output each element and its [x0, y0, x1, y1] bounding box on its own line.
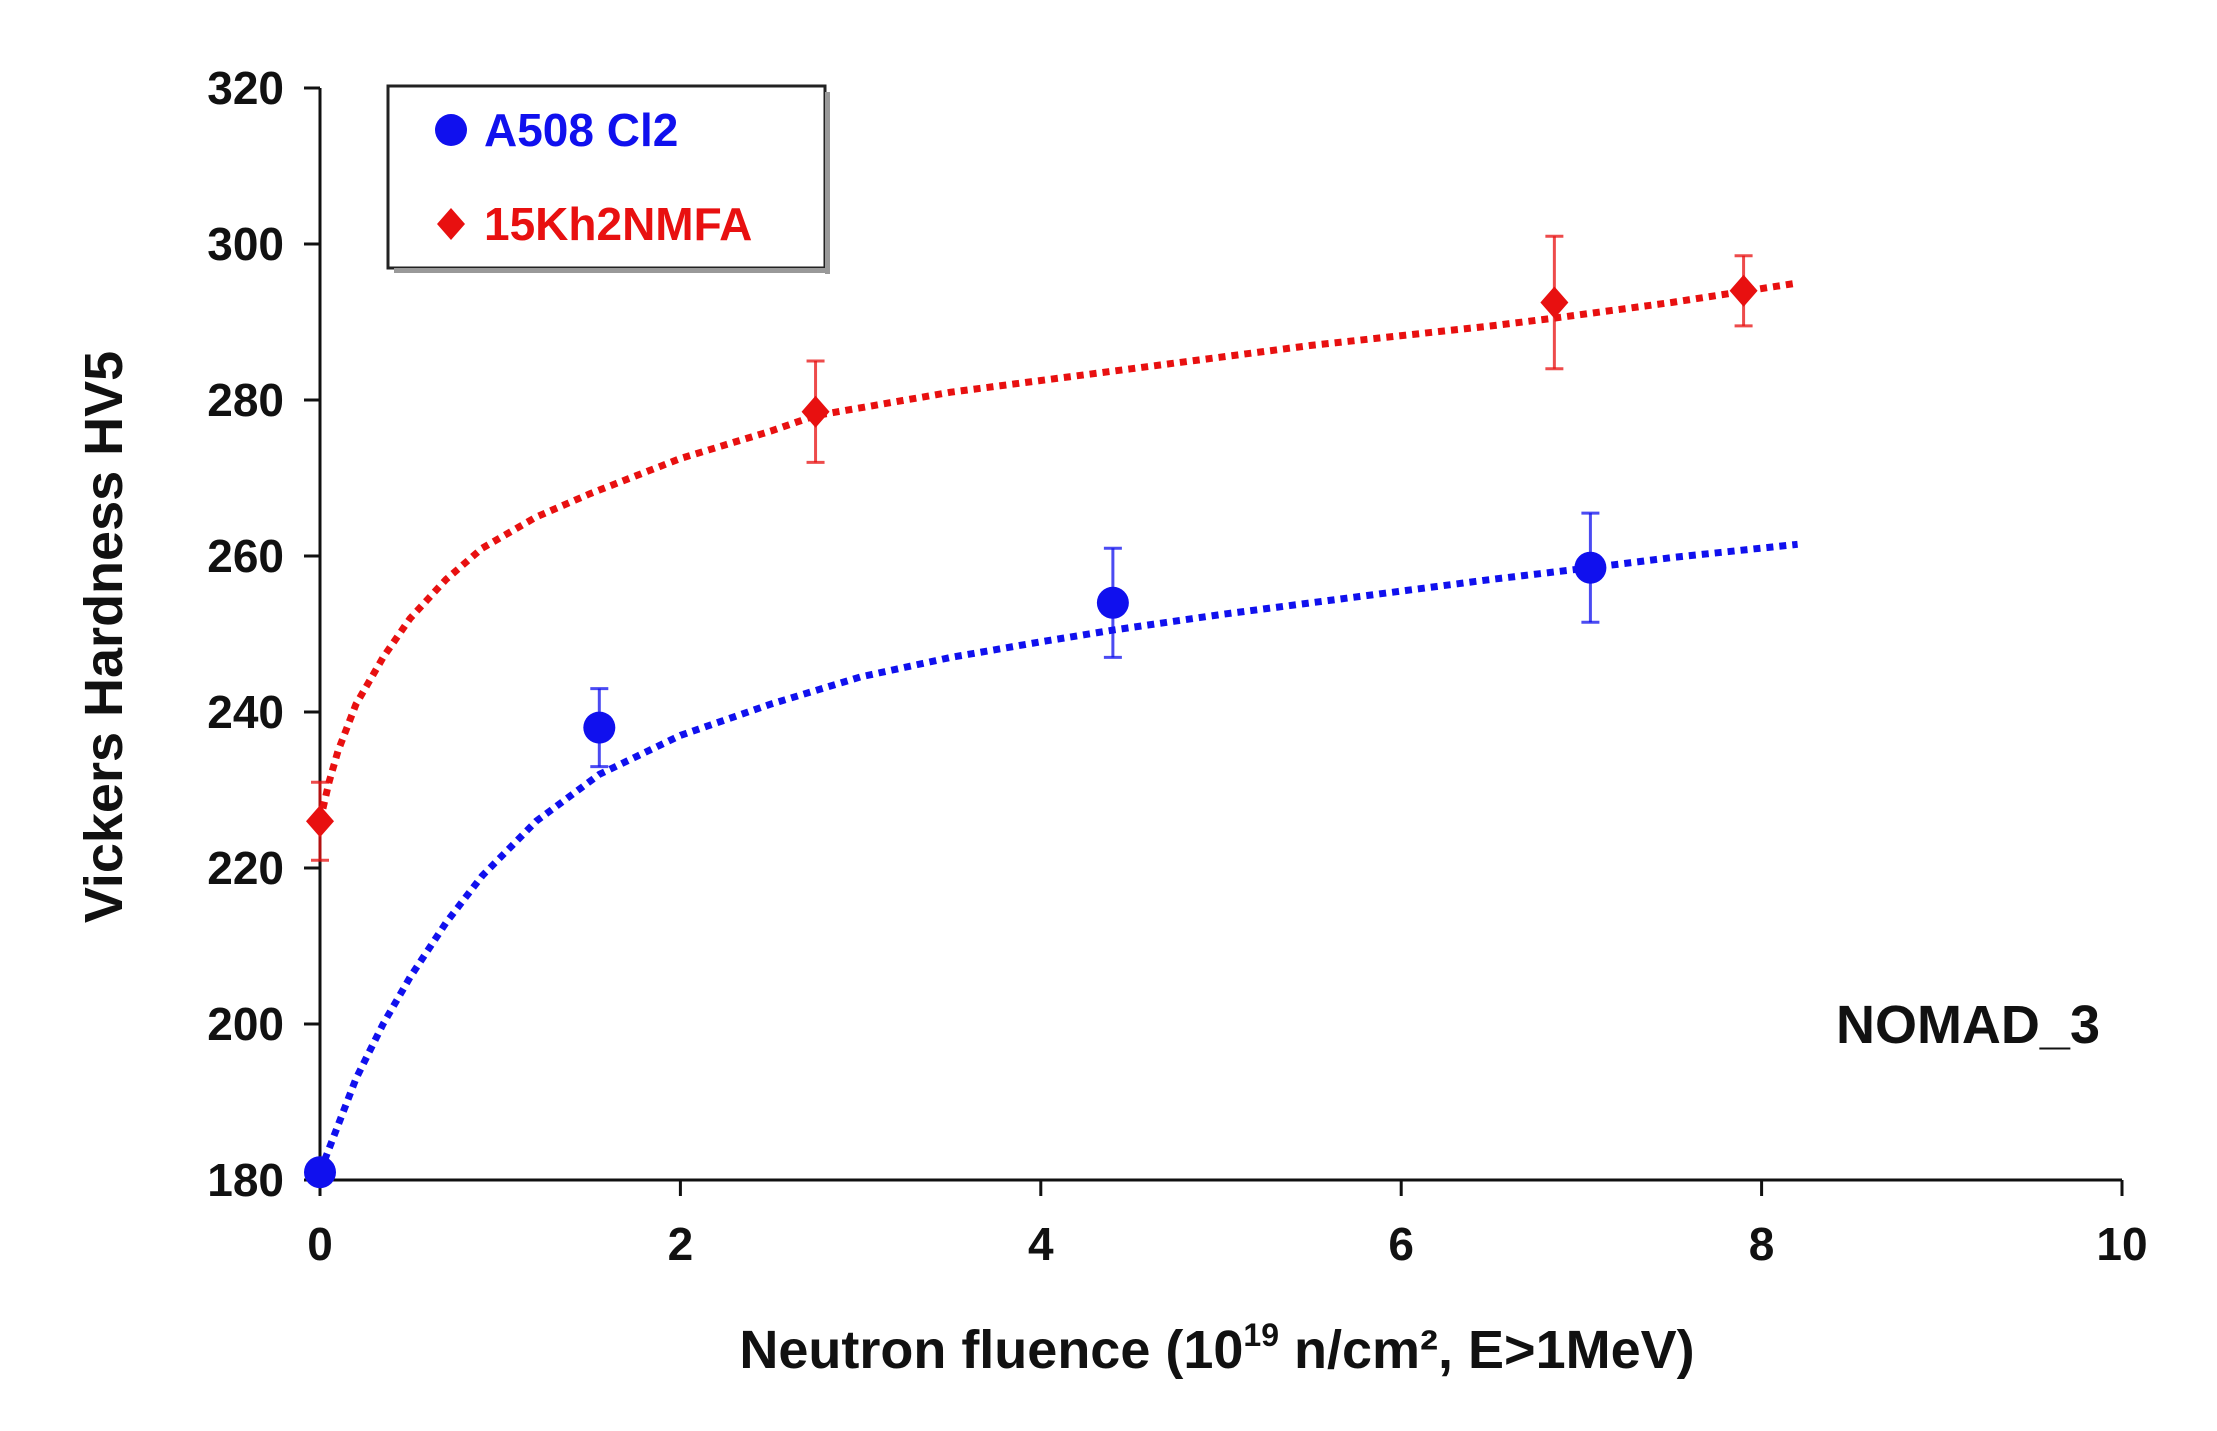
series-layer [304, 234, 1799, 1189]
data-point [1574, 551, 1607, 584]
x-ticks: 0 2 4 6 8 10 [307, 1180, 2148, 1270]
y-tick-label: 200 [207, 998, 284, 1050]
y-tick-label: 240 [207, 686, 284, 738]
data-point [583, 711, 616, 744]
y-tick-label: 300 [207, 218, 284, 270]
x-axis-title-rest: n/cm², E>1MeV) [1279, 1320, 1695, 1380]
y-axis-title: Vickers Hardness HV5 [74, 351, 134, 923]
data-point [1540, 286, 1569, 319]
legend-item-15kh2nmfa: 15Kh2NMFA [437, 198, 752, 250]
x-tick-label: 0 [307, 1218, 333, 1270]
legend-item-a508: A508 Cl2 [435, 104, 678, 156]
legend-label-a508: A508 Cl2 [484, 104, 678, 156]
y-tick-label: 180 [207, 1154, 284, 1206]
data-point [1096, 586, 1129, 619]
y-tick-label: 220 [207, 842, 284, 894]
legend-marker-diamond [437, 208, 465, 240]
x-tick-label: 6 [1388, 1218, 1414, 1270]
x-tick-label: 2 [668, 1218, 694, 1270]
data-point [801, 395, 830, 428]
y-ticks: 180 200 220 240 260 280 300 320 [207, 62, 320, 1206]
x-axis-title: Neutron fluence (1019 n/cm², E>1MeV) [739, 1317, 1694, 1380]
x-axis-title-main: Neutron fluence (10 [739, 1320, 1243, 1380]
data-point [304, 1156, 336, 1189]
series-15kh2nmfa [306, 234, 1799, 862]
trend-line [316, 540, 1798, 1174]
legend-label-15kh2nmfa: 15Kh2NMFA [484, 198, 752, 250]
y-tick-label: 260 [207, 530, 284, 582]
x-axis-title-superscript: 19 [1243, 1317, 1279, 1353]
y-tick-label: 320 [207, 62, 284, 114]
legend: A508 Cl2 15Kh2NMFA [386, 84, 830, 274]
x-tick-label: 4 [1028, 1218, 1054, 1270]
legend-box-shadow-bottom [394, 268, 830, 273]
chart-annotation: NOMAD_3 [1836, 995, 2100, 1055]
legend-marker-circle [435, 114, 467, 146]
trend-line [316, 279, 1799, 822]
series-a508 [304, 511, 1798, 1189]
x-tick-label: 8 [1749, 1218, 1775, 1270]
x-tick-label: 10 [2096, 1218, 2147, 1270]
legend-box-shadow [825, 92, 830, 274]
legend-box [386, 84, 827, 270]
axes: 180 200 220 240 260 280 300 320 0 2 4 6 8 10 [207, 62, 2147, 1270]
data-point [306, 805, 334, 838]
data-point [1729, 274, 1758, 307]
y-tick-label: 280 [207, 374, 284, 426]
